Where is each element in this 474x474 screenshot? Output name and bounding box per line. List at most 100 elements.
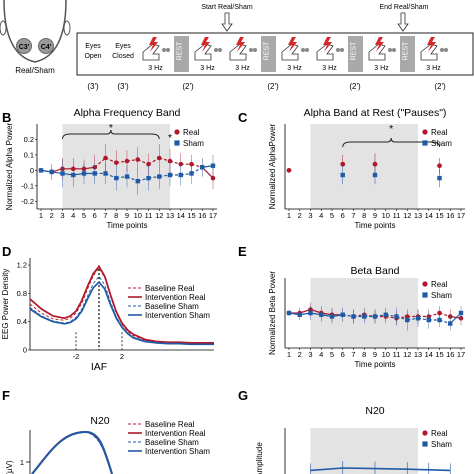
data-point bbox=[167, 158, 173, 164]
significance-star: * bbox=[109, 122, 113, 134]
x-tick-label: -2 bbox=[73, 352, 80, 361]
data-point bbox=[308, 310, 313, 316]
x-tick-label: 8 bbox=[362, 350, 366, 359]
data-point bbox=[124, 158, 130, 164]
duration-label: (2') bbox=[267, 82, 279, 91]
duration-label: (2') bbox=[434, 82, 446, 91]
electrode-dot bbox=[218, 48, 222, 52]
x-tick-label: 3 bbox=[308, 350, 312, 359]
protocol-block-stim: 3 Hz bbox=[142, 37, 170, 72]
lightning-icon bbox=[149, 37, 158, 52]
protocol-block-stim: 3 Hz bbox=[368, 37, 396, 72]
data-point bbox=[351, 314, 356, 319]
data-point bbox=[458, 310, 464, 316]
y-axis-label: Amplitude bbox=[255, 442, 264, 474]
y-tick-label: 0 bbox=[23, 346, 27, 355]
electrode-dot bbox=[301, 48, 305, 52]
x-tick-label: 2 bbox=[50, 211, 54, 220]
data-point bbox=[146, 161, 151, 167]
block-text: Closed bbox=[112, 53, 134, 60]
x-tick-label: 6 bbox=[341, 211, 345, 220]
chart-title: Alpha Frequency Band bbox=[74, 107, 181, 119]
data-point bbox=[167, 172, 173, 178]
x-tick-label: 3 bbox=[308, 211, 312, 220]
electrode-dot bbox=[166, 48, 170, 52]
y-tick-label: 0.1 bbox=[24, 150, 34, 159]
data-point bbox=[319, 312, 324, 317]
x-tick-label: 13 bbox=[166, 211, 174, 220]
electrode-dot bbox=[388, 48, 392, 52]
data-point bbox=[210, 163, 216, 168]
y-tick-label: 1.2 bbox=[17, 261, 27, 270]
data-point bbox=[178, 172, 183, 178]
x-tick-label: 2 bbox=[298, 211, 302, 220]
electrode-dot bbox=[214, 48, 218, 52]
data-point bbox=[157, 174, 162, 179]
legend-marker-sham bbox=[422, 292, 428, 298]
data-point bbox=[372, 172, 378, 178]
panel-letter-b: B bbox=[2, 110, 11, 125]
data-point bbox=[448, 321, 453, 326]
data-point bbox=[329, 314, 335, 319]
rest-label: REST bbox=[177, 41, 184, 60]
x-tick-label: 5 bbox=[82, 211, 86, 220]
power-curve bbox=[29, 280, 214, 346]
x-tick-label: 2 bbox=[298, 350, 302, 359]
y-axis-label: EEG Power Density bbox=[1, 269, 10, 340]
legend-label: Baseline Sham bbox=[145, 302, 199, 311]
data-point bbox=[92, 171, 97, 176]
x-tick-label: 13 bbox=[414, 211, 422, 220]
legend-label: Real bbox=[431, 280, 448, 289]
start-arrow bbox=[221, 12, 233, 32]
x-tick-label: 5 bbox=[330, 211, 334, 220]
legend-label: Real bbox=[431, 128, 448, 137]
x-axis-label: IAF bbox=[91, 361, 107, 373]
lightning-icon bbox=[427, 37, 436, 52]
head-outline bbox=[3, 0, 67, 63]
stim-frequency-label: 3 Hz bbox=[322, 65, 337, 72]
x-tick-label: 5 bbox=[330, 350, 334, 359]
legend-label: Intervention Real bbox=[145, 429, 206, 438]
x-tick-label: 11 bbox=[393, 211, 401, 220]
legend-marker-real bbox=[422, 430, 428, 436]
x-tick-label: 15 bbox=[435, 350, 443, 359]
electrode-dot bbox=[340, 48, 344, 52]
protocol-block-text: Eyes Open bbox=[84, 43, 101, 60]
x-tick-label: 11 bbox=[145, 211, 153, 220]
x-tick-label: 8 bbox=[114, 211, 118, 220]
lightning-icon bbox=[236, 37, 245, 52]
lightning-icon bbox=[201, 37, 210, 52]
data-point bbox=[124, 174, 130, 179]
legend-label: Sham bbox=[183, 139, 204, 148]
y-tick-label: -0.1 bbox=[21, 181, 34, 190]
x-tick-label: 9 bbox=[373, 350, 377, 359]
electrode-dot bbox=[249, 48, 253, 52]
rest-bar bbox=[174, 36, 189, 72]
y-tick-label: 0.4 bbox=[17, 317, 27, 326]
x-axis-label: Time points bbox=[354, 360, 395, 369]
rest-label: REST bbox=[264, 41, 271, 60]
stim-frequency-label: 3 Hz bbox=[148, 65, 163, 72]
block-text: Open bbox=[84, 53, 101, 60]
data-point bbox=[49, 169, 54, 175]
data-point bbox=[415, 316, 421, 321]
legend-marker-sham bbox=[174, 140, 180, 146]
y-tick-label: -0.2 bbox=[21, 197, 34, 206]
x-tick-label: 4 bbox=[319, 350, 323, 359]
data-point bbox=[297, 312, 302, 317]
n20-waveform bbox=[31, 430, 113, 474]
x-tick-label: 12 bbox=[403, 211, 411, 220]
significance-star: * bbox=[168, 132, 172, 144]
protocol-block-rest: REST bbox=[400, 36, 415, 72]
protocol-block-stim: 3 Hz bbox=[316, 37, 344, 72]
panel-c-alpha-rest: Alpha Band at Rest ("Pauses")1 2 3 4 5 6 7 8 9 10… bbox=[268, 107, 465, 230]
stim-frequency-label: 3 Hz bbox=[200, 65, 215, 72]
x-tick-label: 10 bbox=[382, 211, 390, 220]
data-point bbox=[340, 172, 345, 178]
data-point bbox=[103, 171, 108, 176]
x-axis-label: Time points bbox=[354, 221, 395, 230]
rest-label: REST bbox=[403, 41, 410, 60]
end-arrow bbox=[397, 12, 409, 32]
y-axis-label: Normalized Beta Power bbox=[268, 271, 277, 355]
electrode-dot bbox=[444, 48, 448, 52]
